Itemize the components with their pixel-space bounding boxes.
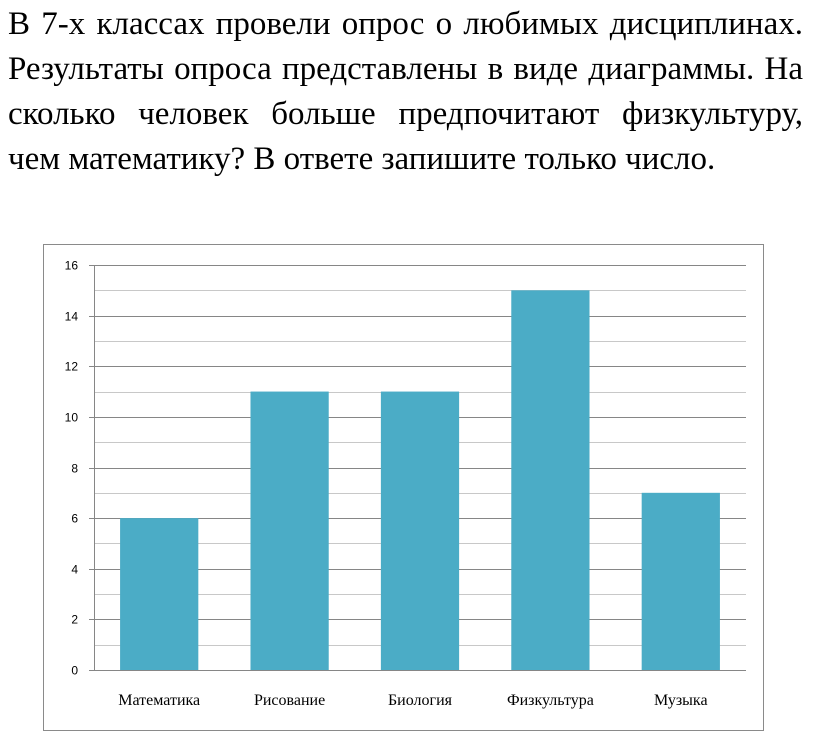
bar xyxy=(511,290,590,670)
y-tick-label: 8 xyxy=(71,462,78,476)
y-tick-label: 16 xyxy=(65,259,79,273)
x-category-label: Музыка xyxy=(654,692,708,709)
y-tick-label: 14 xyxy=(65,310,79,324)
chart-svg: 0 2 4 6 8 10 12 14 16 Математика Рисование Биология… xyxy=(65,259,746,710)
y-tick-label: 2 xyxy=(71,613,78,627)
axes xyxy=(89,265,746,671)
bar xyxy=(380,391,460,670)
y-tick-label: 4 xyxy=(71,563,78,577)
x-category-label: Математика xyxy=(118,692,200,709)
bar xyxy=(120,518,199,670)
bar xyxy=(641,492,720,670)
question-text: В 7-х классах провели опрос о любимых ди… xyxy=(8,6,803,177)
y-tick-label: 12 xyxy=(65,360,79,374)
x-category-label: Рисование xyxy=(254,692,325,709)
x-category-label: Биология xyxy=(388,692,453,709)
y-tick-label: 6 xyxy=(71,512,78,526)
y-tick-label: 0 xyxy=(71,664,78,678)
bar-chart: 0 2 4 6 8 10 12 14 16 Математика Рисование Биология… xyxy=(43,244,764,731)
x-category-label: Физкультура xyxy=(507,692,594,709)
y-tick-label: 10 xyxy=(65,411,79,425)
bars xyxy=(120,290,720,670)
bar xyxy=(250,391,329,670)
labels: 0 2 4 6 8 10 12 14 16 Математика Рисование Биология… xyxy=(65,259,708,710)
